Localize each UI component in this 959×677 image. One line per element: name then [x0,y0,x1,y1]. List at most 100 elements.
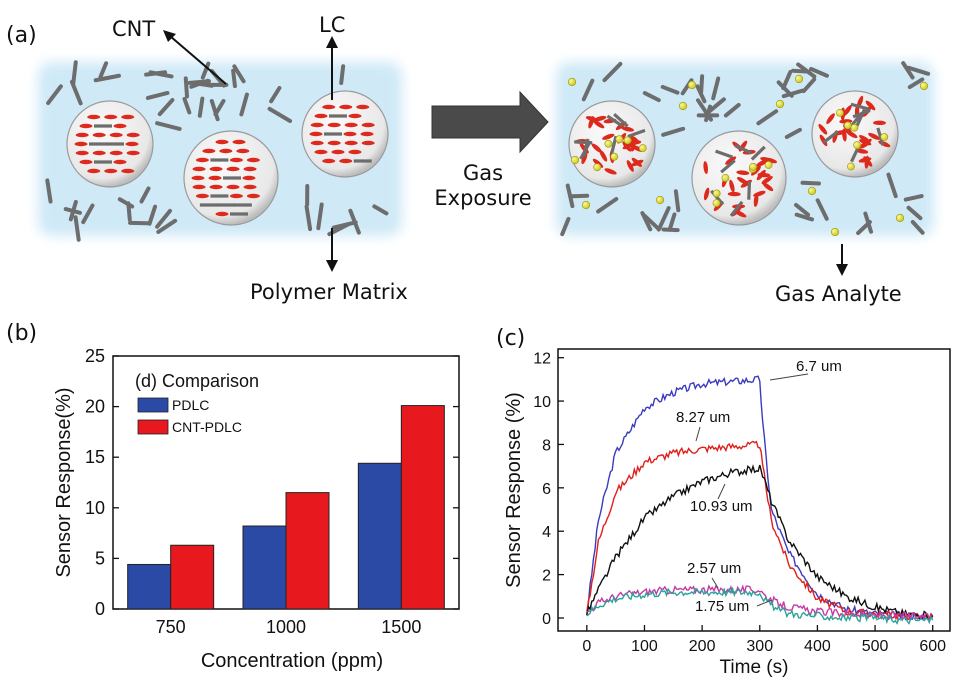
polymer-matrix-label: Polymer Matrix [250,280,408,304]
lc-molecule [195,193,209,199]
lc-molecule [736,170,750,175]
series-line-1-75-um [586,586,934,625]
cnt-rod [661,126,686,137]
gas-molecule [712,189,721,198]
cnt-rod [581,78,595,102]
gas-molecule [581,200,591,210]
lc-molecule [229,157,243,163]
y-tick-label: 12 [533,351,551,368]
lc-molecule [246,157,260,163]
gas-analyte-label: Gas Analyte [775,282,902,306]
annotation-arrow [717,483,726,500]
cnt-rod [304,204,313,232]
lc-molecule [865,100,876,111]
cnt-in-droplet [876,127,885,146]
cnt-rod [81,203,95,225]
x-tick-label: 750 [156,617,186,637]
gas-molecule [570,155,580,165]
lc-label: LC [319,13,345,37]
bar-cnt-pdlc [400,405,445,610]
x-axis-label: Concentration (ppm) [201,650,383,672]
x-axis-label: Time (s) [720,657,789,677]
cnt-rod [200,61,211,80]
cnt-in-droplet [855,108,866,127]
cnt-pointer-arrow [169,35,227,85]
lc-molecule [87,114,101,120]
cnt-rod [139,186,151,204]
cnt-rod [801,77,817,94]
cnt-rod [269,85,282,104]
lc-molecule [843,105,852,116]
cnt-rod [147,204,158,226]
cnt-rod [901,61,915,80]
lc-molecule [79,123,93,129]
gas-exposure-label-line2: Exposure [434,186,531,210]
cnt-rod [209,99,220,122]
cnt-rod [796,62,817,79]
bar-pdlc [357,462,402,610]
chart-title: (d) Comparison [135,371,259,391]
cnt-rod [661,227,680,233]
cnt-rod [781,88,805,99]
gas-molecule [807,186,817,196]
cnt-rod [93,73,121,83]
cnt-rod [794,202,811,217]
cnt-rod [348,208,361,235]
cnt-rod [155,208,172,229]
y-tick-label: 0 [95,599,105,619]
cnt-rod [69,79,83,106]
cnt-rod [45,178,53,204]
series-annotation: 6.7 um [796,358,842,375]
line-plot-frame [557,348,951,632]
lc-molecule [360,131,374,137]
lc-molecule [79,159,93,165]
cnt-pointer-arrowhead [163,30,176,42]
cnt-rod [784,127,802,139]
gas-molecule [895,213,905,223]
gas-molecule [836,108,844,117]
lc-molecule [75,132,89,138]
lc-molecule [327,140,341,146]
x-tick-label: 400 [804,638,831,655]
lc-molecule [344,140,358,146]
lc-molecule [121,114,135,120]
gas-molecule [764,161,773,169]
lc-molecule [208,175,222,181]
cnt-rod [794,212,815,222]
lc-molecule [331,149,345,155]
lc-molecule [339,158,353,164]
series-annotation: 10.93 um [690,498,753,515]
lc-molecule [236,148,250,154]
lc-molecule [229,193,243,199]
gas-molecule [687,80,697,90]
cnt-rod [46,84,63,106]
lc-molecule [215,211,229,217]
cnt-rod [596,196,619,214]
y-axis-label: Sensor Response (%) [503,392,525,588]
lc-molecule [92,150,106,156]
y-tick-label: 6 [542,481,551,498]
annotation-arrow [711,577,719,589]
lc-molecule [348,149,362,155]
lc-molecule [588,116,595,129]
lc-molecule [339,104,353,110]
gas-molecule [775,99,785,109]
x-tick-label: 100 [631,638,658,655]
lc-molecule [314,113,328,119]
panel-c-label: (c) [496,326,525,351]
gas-molecule [593,163,602,172]
lc-molecule [344,122,358,128]
cnt-rod [189,78,210,89]
lc-molecule [75,150,89,156]
lc-pointer-arrowhead [326,36,338,48]
lc-molecule [626,160,634,172]
cnt-rod [155,121,182,131]
lc-molecule [109,150,123,156]
lc-molecule [858,157,872,163]
lc-molecule [818,124,828,135]
cnt-rod [815,198,829,221]
lc-molecule [104,114,118,120]
lc-molecule [209,166,223,172]
lc-molecule [868,132,881,140]
lc-molecule [121,168,135,174]
